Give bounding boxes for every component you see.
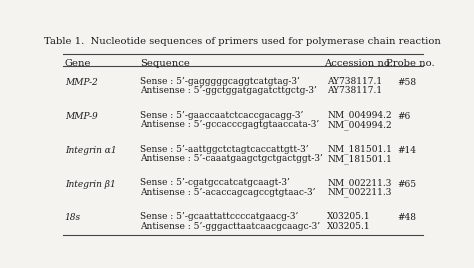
Text: Antisense : 5’-gccacccgagtgtaaccata-3’: Antisense : 5’-gccacccgagtgtaaccata-3’ [140, 120, 319, 129]
Text: NM_181501.1: NM_181501.1 [328, 145, 392, 154]
Text: #65: #65 [397, 180, 416, 189]
Text: Sense : 5’-cgatgccatcatgcaagt-3’: Sense : 5’-cgatgccatcatgcaagt-3’ [140, 178, 290, 188]
Text: Sense : 5’-aattggctctagtcaccattgtt-3’: Sense : 5’-aattggctctagtcaccattgtt-3’ [140, 145, 309, 154]
Text: Probe no.: Probe no. [386, 59, 435, 68]
Text: AY738117.1: AY738117.1 [328, 77, 383, 86]
Text: NM_004994.2: NM_004994.2 [328, 111, 392, 121]
Text: 18s: 18s [65, 213, 81, 222]
Text: Integrin β1: Integrin β1 [65, 180, 116, 189]
Text: MMP-2: MMP-2 [65, 78, 98, 87]
Text: Sequence: Sequence [140, 59, 190, 68]
Text: Table 1.  Nucleotide sequences of primers used for polymerase chain reaction: Table 1. Nucleotide sequences of primers… [45, 37, 441, 46]
Text: NM_002211.3: NM_002211.3 [328, 188, 392, 198]
Text: Sense : 5’-gaaccaatctcaccgacagg-3’: Sense : 5’-gaaccaatctcaccgacagg-3’ [140, 111, 303, 120]
Text: AY738117.1: AY738117.1 [328, 86, 383, 95]
Text: Sense : 5’-gcaattattccccatgaacg-3’: Sense : 5’-gcaattattccccatgaacg-3’ [140, 212, 299, 221]
Text: X03205.1: X03205.1 [328, 222, 371, 230]
Text: #14: #14 [397, 146, 416, 155]
Text: Antisense : 5’-gggacttaatcaacgcaagc-3’: Antisense : 5’-gggacttaatcaacgcaagc-3’ [140, 222, 320, 230]
Text: Gene: Gene [65, 59, 91, 68]
Text: Integrin α1: Integrin α1 [65, 146, 117, 155]
Text: NM_181501.1: NM_181501.1 [328, 154, 392, 163]
Text: Sense : 5’-gagggggcaggtcatgtag-3’: Sense : 5’-gagggggcaggtcatgtag-3’ [140, 77, 300, 86]
Text: #6: #6 [397, 112, 410, 121]
Text: Antisense : 5’-ggctggatgagatcttgctg-3’: Antisense : 5’-ggctggatgagatcttgctg-3’ [140, 86, 317, 95]
Text: NM_002211.3: NM_002211.3 [328, 178, 392, 188]
Text: Antisense : 5’-caaatgaagctgctgactggt-3’: Antisense : 5’-caaatgaagctgctgactggt-3’ [140, 154, 323, 163]
Text: Accession no.: Accession no. [324, 59, 392, 68]
Text: #48: #48 [397, 213, 416, 222]
Text: MMP-9: MMP-9 [65, 112, 98, 121]
Text: X03205.1: X03205.1 [328, 212, 371, 221]
Text: Antisense : 5’-acaccagcagccgtgtaac-3’: Antisense : 5’-acaccagcagccgtgtaac-3’ [140, 188, 316, 197]
Text: #58: #58 [397, 78, 416, 87]
Text: NM_004994.2: NM_004994.2 [328, 120, 392, 130]
